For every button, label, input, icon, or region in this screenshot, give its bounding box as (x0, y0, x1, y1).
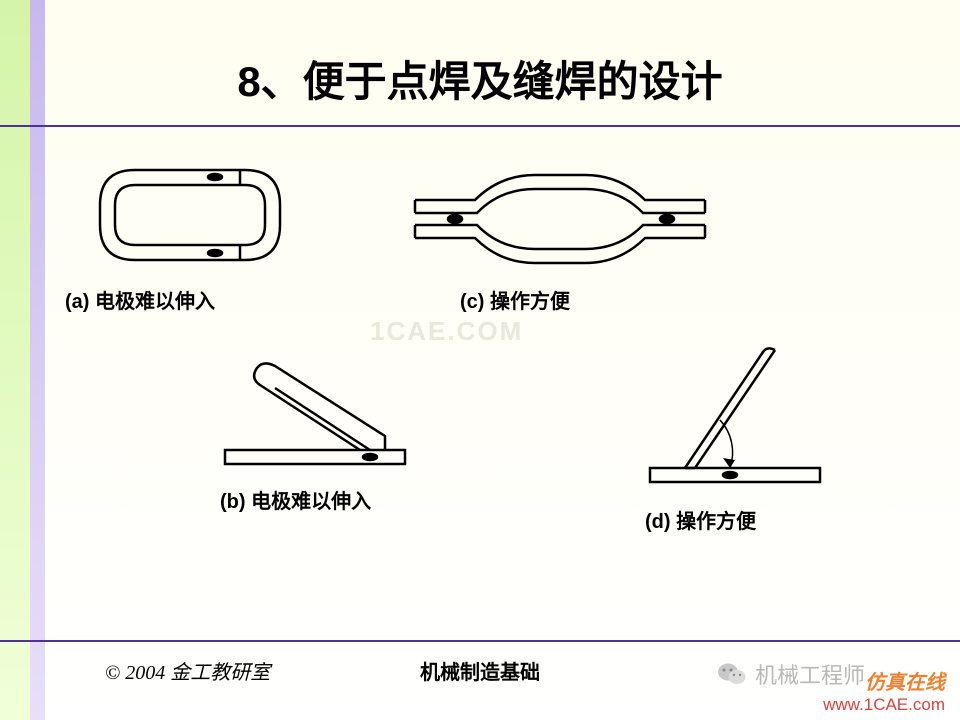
diagram-c-label: (c) 操作方便 (460, 285, 570, 314)
diagram-d-label: (d) 操作方便 (645, 505, 756, 534)
diagram-a (75, 150, 305, 290)
diagram-c (405, 155, 715, 285)
brand-line2: www.1CAE.com (823, 695, 945, 715)
divider-top (0, 125, 960, 127)
diagram-b-label: (b) 电极难以伸入 (220, 485, 371, 514)
watermark: 1CAE.COM (370, 316, 523, 347)
diagram-b (205, 350, 425, 490)
diagram-area: (a) 电极难以伸入 (c) 操作方便 (75, 150, 895, 580)
wechat-icon (717, 661, 747, 687)
brand: 仿真在线 www.1CAE.com (823, 671, 945, 715)
diagram-a-label: (a) 电极难以伸入 (65, 285, 215, 314)
divider-bottom (0, 640, 960, 642)
slide-title: 8、便于点焊及缝焊的设计 (0, 48, 960, 109)
diagram-d (635, 340, 835, 510)
slide: 8、便于点焊及缝焊的设计 (a) 电极难以伸入 (0, 0, 960, 720)
brand-line1: 仿真在线 (823, 671, 945, 695)
